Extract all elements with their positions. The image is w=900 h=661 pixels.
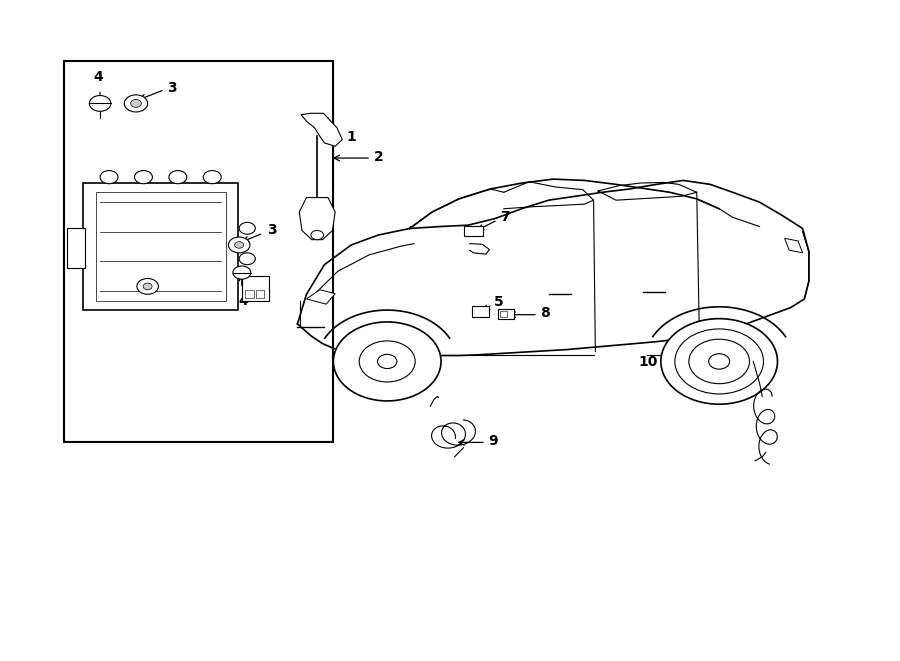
Circle shape xyxy=(137,278,158,294)
Text: 3: 3 xyxy=(111,276,121,290)
Circle shape xyxy=(100,171,118,184)
Bar xyxy=(64,61,333,442)
Circle shape xyxy=(239,253,256,264)
Text: 4: 4 xyxy=(238,294,248,308)
Circle shape xyxy=(688,339,750,383)
Bar xyxy=(472,306,490,317)
Polygon shape xyxy=(470,244,490,254)
Bar xyxy=(464,226,483,237)
Text: 9: 9 xyxy=(489,434,499,448)
Polygon shape xyxy=(300,198,335,240)
Text: 5: 5 xyxy=(494,295,504,309)
Circle shape xyxy=(134,171,152,184)
Circle shape xyxy=(239,222,256,234)
Text: 10: 10 xyxy=(639,355,658,369)
Polygon shape xyxy=(302,113,342,146)
Text: 3: 3 xyxy=(267,223,276,237)
Bar xyxy=(500,311,507,317)
Text: 3: 3 xyxy=(167,81,177,95)
Circle shape xyxy=(229,237,250,253)
Circle shape xyxy=(235,242,244,249)
Text: 6: 6 xyxy=(769,351,778,365)
Bar xyxy=(246,290,254,297)
Circle shape xyxy=(233,266,251,279)
Circle shape xyxy=(359,341,415,382)
Polygon shape xyxy=(785,239,803,253)
Circle shape xyxy=(310,231,323,240)
Text: 4: 4 xyxy=(94,70,104,85)
Circle shape xyxy=(377,354,397,369)
Polygon shape xyxy=(306,290,335,304)
Circle shape xyxy=(89,96,111,111)
Text: 8: 8 xyxy=(541,307,551,321)
Circle shape xyxy=(169,171,187,184)
Circle shape xyxy=(333,322,441,401)
Circle shape xyxy=(143,283,152,290)
Text: 7: 7 xyxy=(500,210,510,224)
FancyBboxPatch shape xyxy=(83,183,238,310)
Bar xyxy=(95,192,226,301)
Bar xyxy=(67,229,85,268)
Circle shape xyxy=(124,95,148,112)
Bar xyxy=(498,309,514,319)
Bar xyxy=(242,276,269,301)
Circle shape xyxy=(661,319,778,405)
Circle shape xyxy=(130,99,141,107)
Circle shape xyxy=(203,171,221,184)
Text: 2: 2 xyxy=(374,150,383,164)
Text: 1: 1 xyxy=(346,130,356,144)
Circle shape xyxy=(708,354,730,369)
Bar xyxy=(256,290,265,297)
